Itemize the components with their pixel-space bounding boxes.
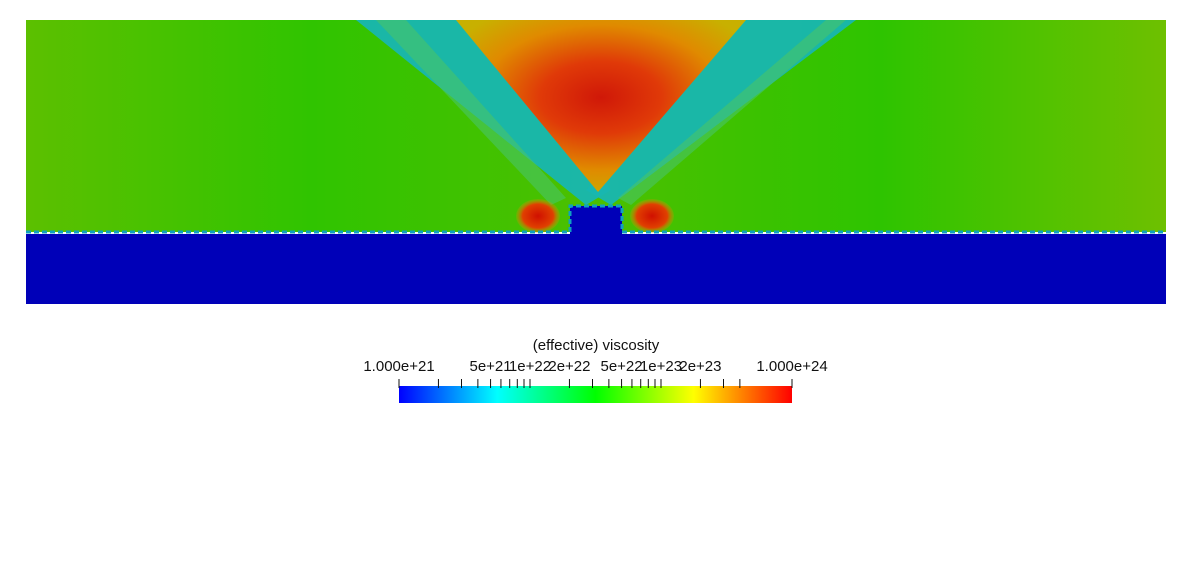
left-shear-band-edge (376, 20, 566, 205)
colorbar-ticks (398, 379, 793, 388)
left-stress-blob (516, 199, 560, 233)
right-shear-band-edge (618, 20, 846, 205)
viscosity-field-plot (26, 20, 1166, 304)
central-wedge (456, 20, 746, 192)
colorbar-graphic (398, 379, 793, 403)
colorbar-tick-label: 2e+23 (679, 358, 722, 375)
colorbar-tick-label: 5e+22 (600, 358, 643, 375)
colorbar-tick-label: 1.000e+21 (363, 358, 435, 375)
right-stress-blob (630, 199, 674, 233)
colorbar-tick-label: 1e+22 (508, 358, 552, 375)
colorbar-gradient (399, 386, 792, 403)
interface-line (26, 204, 1166, 234)
colorbar-tick-label: 1.000e+24 (756, 358, 828, 375)
colorbar-title: (effective) viscosity (532, 337, 660, 354)
colorbar-tick-label: 1e+23 (639, 358, 683, 375)
colorbar-tick-label: 2e+22 (548, 358, 591, 375)
colorbar-tick-label: 5e+21 (469, 358, 512, 375)
notch-block (570, 206, 622, 236)
colorbar: (effective) viscosity 1.000e+21 5e+21 1e+2… (0, 330, 1192, 420)
lower-layer (26, 234, 1166, 304)
